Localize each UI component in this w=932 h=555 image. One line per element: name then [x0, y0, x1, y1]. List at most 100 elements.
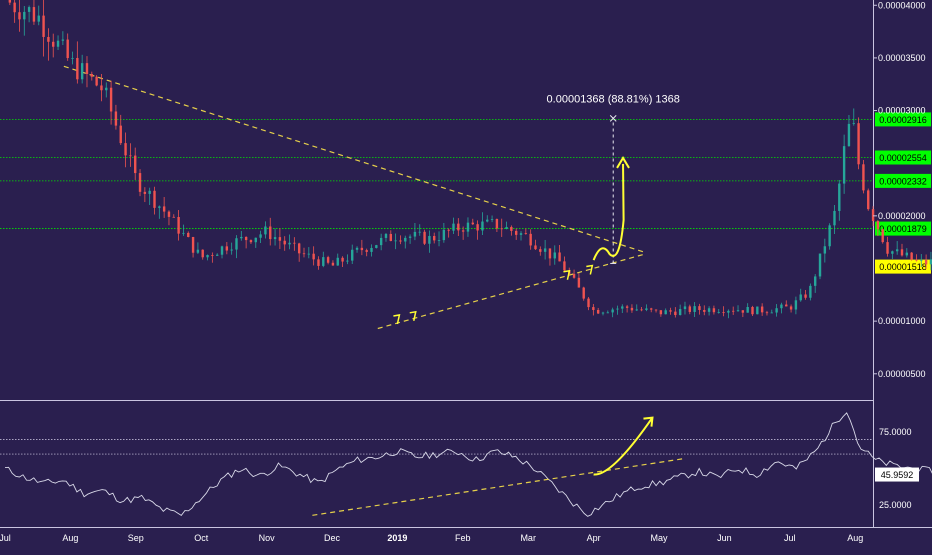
candle-body — [158, 206, 161, 208]
candle-body — [235, 238, 238, 250]
candle-body — [664, 310, 667, 315]
candle-body — [457, 223, 460, 231]
candle-body — [640, 309, 643, 311]
candle-body — [312, 253, 315, 260]
candle-body — [741, 310, 745, 313]
rsi-tick-label: 75.0000 — [879, 427, 912, 437]
candle-body — [211, 255, 214, 256]
x-tick-label: Nov — [259, 533, 276, 543]
candle-body — [109, 87, 113, 112]
candle-body — [833, 210, 836, 226]
candle-body — [621, 306, 624, 309]
candle-body — [408, 236, 412, 238]
candle-body — [809, 285, 812, 298]
candle-body — [698, 306, 701, 311]
candle-body — [177, 217, 180, 234]
candle-body — [616, 308, 619, 310]
candle-body — [476, 224, 479, 231]
candles-layer — [8, 0, 932, 319]
candle-body — [254, 237, 257, 243]
candle-body — [336, 257, 339, 266]
level-tag-label: 0.00002916 — [879, 115, 927, 125]
rsi-line — [4, 412, 932, 517]
candle-body — [481, 221, 484, 231]
candle-body — [206, 255, 209, 258]
candle-body — [317, 259, 320, 266]
candle-body — [114, 111, 118, 126]
candle-body — [105, 87, 108, 91]
level-tag-label: 0.00001879 — [879, 224, 927, 234]
candle-body — [129, 155, 132, 157]
candle-body — [736, 310, 740, 312]
candle-body — [32, 7, 36, 22]
candle-body — [712, 308, 716, 313]
candle-body — [370, 247, 373, 252]
candle-body — [187, 232, 190, 238]
candle-body — [548, 248, 552, 259]
x-tick-label: Feb — [455, 533, 471, 543]
candle-body — [461, 230, 465, 232]
x-tick-label: Jun — [717, 533, 732, 543]
candle-body — [794, 300, 798, 310]
candle-body — [76, 57, 79, 80]
candle-body — [490, 219, 494, 220]
candle-body — [148, 190, 151, 194]
candle-body — [789, 306, 793, 310]
candle-body — [259, 234, 262, 238]
candle-body — [558, 252, 561, 262]
candle-body — [915, 259, 918, 261]
candle-body — [437, 240, 441, 241]
candle-body — [813, 276, 817, 286]
candle-body — [220, 246, 224, 255]
candle-body — [924, 259, 928, 265]
candle-body — [654, 309, 658, 311]
level-tag — [875, 221, 931, 236]
candle-body — [71, 57, 74, 59]
candle-body — [278, 237, 282, 241]
x-tick-label: Oct — [194, 533, 209, 543]
candle-body — [703, 310, 706, 312]
candle-body — [404, 237, 407, 242]
candle-body — [746, 306, 749, 313]
x-tick-label: Jul — [784, 533, 796, 543]
candle-body — [466, 222, 470, 232]
candle-body — [283, 240, 286, 245]
candle-body — [732, 310, 735, 312]
candle-body — [495, 219, 499, 229]
candle-body — [857, 123, 860, 165]
trendline — [63, 65, 647, 254]
candle-body — [611, 309, 614, 313]
candle-body — [413, 231, 417, 237]
candle-body — [351, 249, 354, 261]
candle-body — [269, 226, 272, 240]
candle-body — [775, 308, 778, 313]
candle-body — [572, 273, 576, 278]
candle-body — [553, 252, 556, 259]
candle-body — [727, 310, 730, 313]
candle-body — [895, 249, 899, 252]
candle-body — [678, 309, 682, 316]
rsi-projection-arrowhead — [643, 416, 654, 427]
rsi-current-tag — [875, 467, 919, 482]
candle-body — [900, 249, 904, 256]
candle-body — [669, 310, 672, 312]
current-price-label: 0.00001518 — [879, 262, 927, 272]
candle-body — [201, 249, 204, 258]
annotation-layer: 0.00001368 (88.81%) 1368 — [393, 93, 680, 325]
candle-body — [823, 246, 827, 254]
candle-body — [862, 164, 865, 191]
candle-body — [66, 39, 69, 59]
candle-body — [346, 260, 349, 262]
candle-body — [804, 294, 807, 298]
candle-body — [384, 233, 388, 238]
candle-body — [124, 143, 127, 156]
x-tick-label: Jul — [0, 533, 11, 543]
candle-body — [418, 231, 421, 233]
projection-arrowhead — [616, 155, 630, 169]
candle-body — [162, 206, 166, 212]
level-tag — [875, 112, 931, 127]
candle-body — [100, 85, 103, 91]
candle-body — [61, 39, 65, 41]
candle-body — [172, 216, 175, 218]
